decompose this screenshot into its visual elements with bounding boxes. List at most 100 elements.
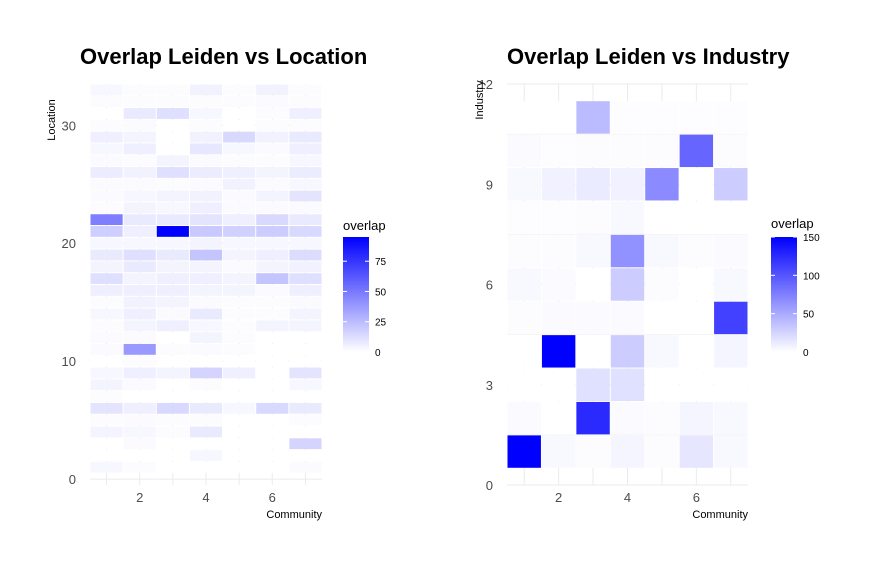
location-cell: [256, 379, 289, 391]
industry-cell: [610, 335, 645, 368]
industry-cell: [507, 368, 541, 401]
location-cell: [90, 249, 123, 261]
location-cell: [189, 308, 223, 320]
location-cell: [156, 119, 189, 131]
industry-x-tick-label: 4: [624, 490, 631, 505]
location-cell: [223, 167, 256, 178]
location-cell: [256, 108, 289, 119]
location-cell: [289, 320, 322, 332]
location-cell: [156, 249, 189, 261]
location-cell: [223, 391, 256, 402]
location-cell: [256, 402, 289, 414]
location-cell: [289, 131, 322, 143]
location-cell: [90, 214, 123, 226]
location-cell: [156, 261, 189, 273]
location-cell: [156, 155, 189, 167]
location-legend-title: overlap: [343, 218, 386, 233]
industry-cell: [645, 134, 679, 168]
location-legend-tick-label: 50: [375, 287, 387, 298]
location-cell: [156, 178, 189, 190]
location-cell: [289, 155, 322, 167]
industry-cell: [645, 201, 679, 234]
location-cell: [90, 414, 123, 426]
industry-cell: [679, 134, 714, 168]
location-cell: [189, 214, 223, 226]
location-cell: [189, 438, 223, 450]
industry-cell: [576, 101, 610, 134]
location-cell: [189, 343, 223, 355]
industry-cell: [714, 268, 748, 301]
industry-x-ticks: 2 4 6: [555, 490, 700, 505]
location-cell: [123, 167, 156, 178]
location-cell: [256, 190, 289, 202]
location-cell: [256, 261, 289, 273]
location-cell: [123, 202, 156, 214]
location-cell: [189, 367, 223, 379]
location-cell: [90, 391, 123, 402]
location-cell: [123, 296, 156, 308]
location-cell: [256, 155, 289, 167]
location-cell: [189, 450, 223, 461]
industry-cell: [610, 134, 645, 168]
industry-cell: [679, 368, 714, 401]
location-cell: [123, 155, 156, 167]
location-cell: [289, 379, 322, 391]
location-cell: [189, 296, 223, 308]
location-cell: [223, 261, 256, 273]
location-y-tick-label: 0: [69, 472, 76, 487]
location-cell: [256, 96, 289, 108]
location-cell: [90, 379, 123, 391]
industry-cell: [679, 401, 714, 435]
location-cell: [223, 84, 256, 96]
location-cell: [123, 320, 156, 332]
location-cell: [289, 84, 322, 96]
location-cell: [90, 285, 123, 296]
location-cell: [123, 343, 156, 355]
location-cell: [189, 237, 223, 249]
location-cell: [289, 426, 322, 438]
industry-cell: [576, 435, 610, 468]
industry-legend-tick-label: 150: [803, 233, 820, 244]
location-cell: [189, 273, 223, 284]
location-cell: [123, 367, 156, 379]
location-cell: [90, 237, 123, 249]
location-cell: [90, 178, 123, 190]
location-cell: [223, 237, 256, 249]
industry-cell: [507, 168, 541, 201]
location-y-axis-label: Location: [46, 99, 58, 141]
location-cell: [223, 108, 256, 119]
location-legend-tick-label: 25: [375, 318, 387, 329]
location-cell: [189, 261, 223, 273]
industry-y-axis-label: Industry: [474, 80, 486, 120]
location-y-ticks: 0 10 20 30: [62, 118, 76, 487]
location-x-tick-label: 4: [202, 490, 209, 505]
location-cell: [123, 96, 156, 108]
location-legend-tick-label: 75: [375, 257, 387, 268]
location-cell: [90, 190, 123, 202]
location-x-tick-label: 6: [269, 490, 276, 505]
industry-cell: [541, 301, 576, 335]
location-cell: [189, 155, 223, 167]
location-cell: [123, 461, 156, 473]
location-cell: [123, 261, 156, 273]
location-cell: [123, 308, 156, 320]
location-cell: [156, 96, 189, 108]
location-cell: [223, 202, 256, 214]
location-cell: [156, 343, 189, 355]
location-cell: [90, 261, 123, 273]
location-cell: [156, 190, 189, 202]
industry-cell: [645, 101, 679, 134]
location-cell: [289, 261, 322, 273]
location-cell: [256, 84, 289, 96]
location-cell: [90, 461, 123, 473]
location-cell: [123, 119, 156, 131]
industry-cell: [645, 435, 679, 468]
location-cell: [289, 296, 322, 308]
industry-cell: [714, 435, 748, 468]
location-cell: [156, 367, 189, 379]
industry-cell: [541, 368, 576, 401]
location-cell: [156, 402, 189, 414]
location-cell: [189, 332, 223, 343]
location-cell: [256, 426, 289, 438]
location-cell: [289, 214, 322, 226]
